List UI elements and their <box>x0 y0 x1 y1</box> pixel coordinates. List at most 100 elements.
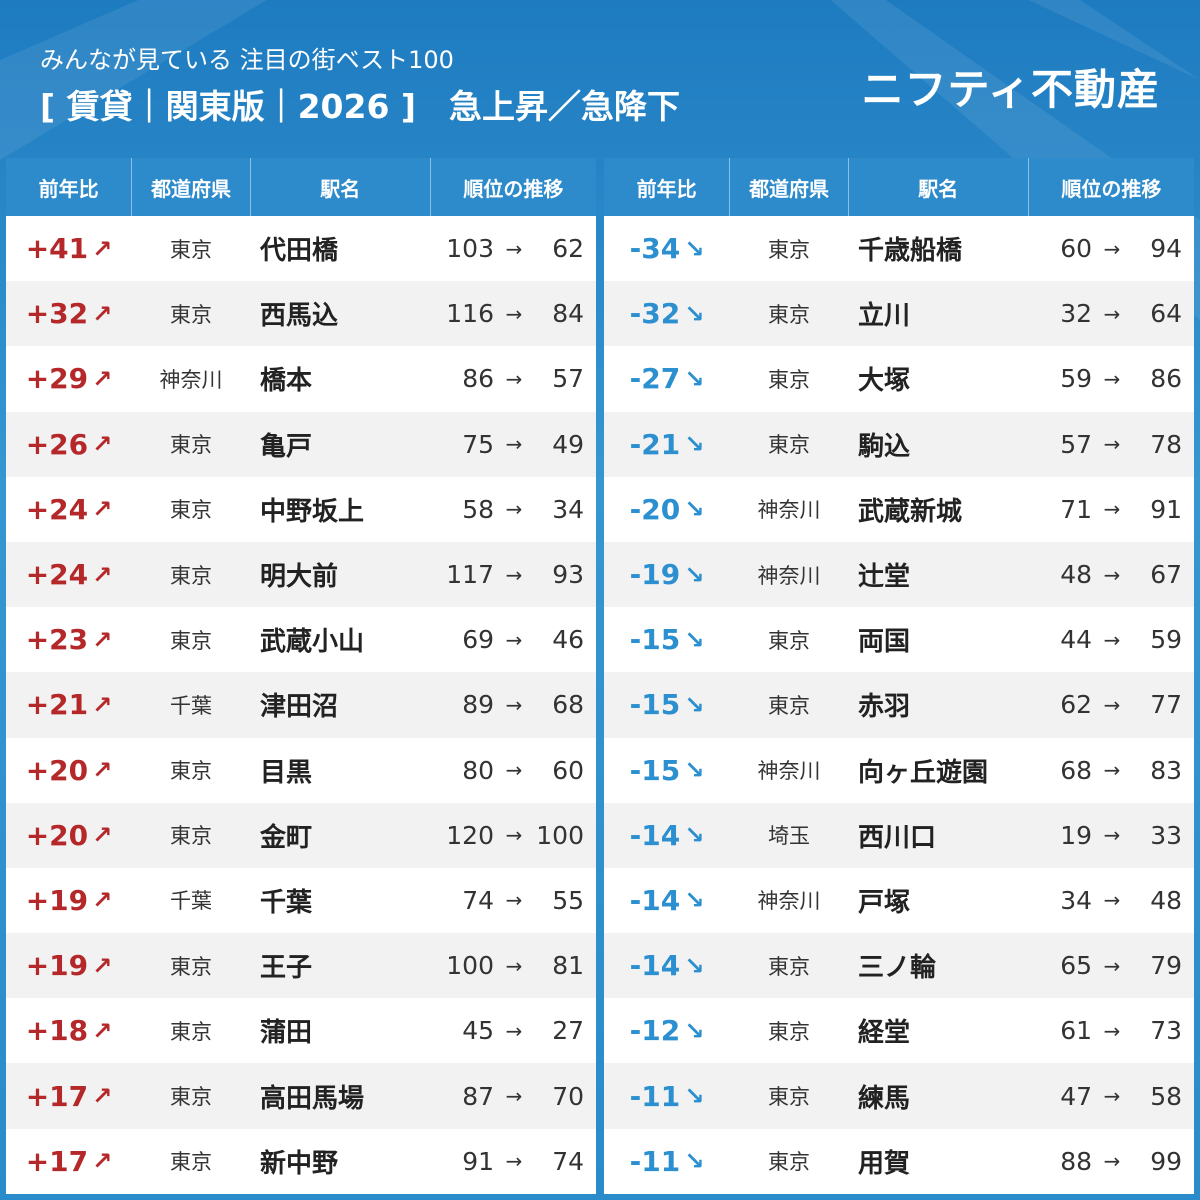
change-value: +41 <box>25 232 89 266</box>
column-header-rank-change: 順位の推移 <box>1061 176 1162 201</box>
change-cell: +19 ↗ <box>6 933 132 998</box>
arrow-right-icon: → <box>1103 627 1121 652</box>
prefecture-cell: 東京 <box>768 954 810 979</box>
change-cell: -11 ↘ <box>604 1063 730 1128</box>
station-name: 新中野 <box>260 1148 339 1179</box>
current-rank: 78 <box>1150 429 1182 459</box>
prefecture-cell: 東京 <box>170 1019 212 1044</box>
arrow-right-icon: → <box>505 1084 523 1109</box>
table-row: -20 ↘ 神奈川 武蔵新城 71 → 91 <box>604 476 1194 542</box>
change-cell: -34 ↘ <box>604 216 730 281</box>
change-cell: +24 ↗ <box>6 477 132 542</box>
change-value: +23 <box>25 623 89 657</box>
arrow-right-icon: → <box>1103 497 1121 522</box>
rank-change-cell: 120 → 100 <box>430 803 596 868</box>
change-cell: -14 ↘ <box>604 803 730 868</box>
change-value: -20 <box>629 492 681 526</box>
arrow-right-icon: → <box>1103 1149 1121 1174</box>
arrow-right-icon: → <box>1103 301 1121 326</box>
prefecture-cell: 東京 <box>170 824 212 849</box>
station-name: 大塚 <box>858 366 911 397</box>
change-value: +19 <box>25 949 89 983</box>
arrow-right-icon: → <box>1103 823 1121 848</box>
station-name: 西馬込 <box>260 301 339 332</box>
current-rank: 94 <box>1150 234 1182 264</box>
prefecture-cell: 千葉 <box>170 889 212 914</box>
prefecture-cell: 東京 <box>170 433 212 458</box>
prefecture-cell: 東京 <box>170 498 212 523</box>
arrow-up-right-icon: ↗ <box>92 560 113 589</box>
current-rank: 74 <box>552 1146 584 1176</box>
station-name: 両国 <box>858 627 911 658</box>
table-row: -21 ↘ 東京 駒込 57 → 78 <box>604 411 1194 477</box>
change-value: +20 <box>25 753 89 787</box>
change-cell: -32 ↘ <box>604 281 730 346</box>
arrow-right-icon: → <box>1103 692 1121 717</box>
arrow-right-icon: → <box>505 236 523 261</box>
previous-rank: 34 <box>1060 885 1092 915</box>
rank-change-cell: 34 → 48 <box>1028 868 1194 933</box>
current-rank: 64 <box>1150 299 1182 329</box>
rank-change-cell: 19 → 33 <box>1028 803 1194 868</box>
arrow-down-right-icon: ↘ <box>684 560 705 589</box>
previous-rank: 120 <box>446 820 494 850</box>
change-value: +17 <box>25 1079 89 1113</box>
change-value: -21 <box>629 427 681 461</box>
station-name: 向ヶ丘遊園 <box>858 757 989 788</box>
change-cell: -15 ↘ <box>604 672 730 737</box>
column-header-prefecture: 都道府県 <box>730 158 849 216</box>
previous-rank: 100 <box>446 951 494 981</box>
page-title: [ 賃貸｜関東版｜2026 ] 急上昇／急降下 <box>40 87 680 126</box>
prefecture-cell: 神奈川 <box>757 563 821 588</box>
arrow-up-right-icon: ↗ <box>92 690 113 719</box>
arrow-right-icon: → <box>505 497 523 522</box>
previous-rank: 87 <box>462 1081 494 1111</box>
change-cell: -14 ↘ <box>604 868 730 933</box>
previous-rank: 75 <box>462 429 494 459</box>
arrow-down-right-icon: ↘ <box>684 364 705 393</box>
prefecture-cell: 東京 <box>768 1085 810 1110</box>
station-name: 経堂 <box>858 1018 911 1049</box>
change-cell: +23 ↗ <box>6 607 132 672</box>
arrow-down-right-icon: ↘ <box>684 756 705 785</box>
table-row: +20 ↗ 東京 金町 120 → 100 <box>6 802 596 868</box>
table-body: -34 ↘ 東京 千歳船橋 60 → 94 -32 ↘ 東京 立川 32 → 64 -27 ↘ 東京 大塚 59 → 8… <box>604 216 1194 1194</box>
prefecture-cell: 東京 <box>170 1085 212 1110</box>
table-header: 前年比 都道府県 駅名 順位の推移 <box>6 158 596 216</box>
rising-table: 前年比 都道府県 駅名 順位の推移 +41 ↗ 東京 代田橋 103 → 62 +32 ↗ 東京西… <box>6 158 596 1194</box>
change-value: -11 <box>629 1144 681 1178</box>
arrow-right-icon: → <box>1103 888 1121 913</box>
current-rank: 91 <box>1150 494 1182 524</box>
rank-change-cell: 71 → 91 <box>1028 477 1194 542</box>
arrow-right-icon: → <box>505 1018 523 1043</box>
table-row: +23 ↗ 東京 武蔵小山 69 → 46 <box>6 607 596 673</box>
rank-change-cell: 62 → 77 <box>1028 672 1194 737</box>
table-row: +26 ↗ 東京 亀戸 75 → 49 <box>6 411 596 477</box>
arrow-down-right-icon: ↘ <box>684 234 705 263</box>
rank-change-cell: 86 → 57 <box>430 346 596 411</box>
arrow-up-right-icon: ↗ <box>92 886 113 915</box>
rank-change-cell: 91 → 74 <box>430 1129 596 1194</box>
rank-change-cell: 117 → 93 <box>430 542 596 607</box>
change-cell: +17 ↗ <box>6 1129 132 1194</box>
change-cell: -15 ↘ <box>604 738 730 803</box>
change-value: -19 <box>629 558 681 592</box>
change-cell: -20 ↘ <box>604 477 730 542</box>
table-row: +41 ↗ 東京 代田橋 103 → 62 <box>6 216 596 282</box>
current-rank: 59 <box>1150 625 1182 655</box>
table-row: -14 ↘ 埼玉 西川口 19 → 33 <box>604 802 1194 868</box>
arrow-down-right-icon: ↘ <box>684 495 705 524</box>
previous-rank: 65 <box>1060 951 1092 981</box>
arrow-up-right-icon: ↗ <box>92 951 113 980</box>
arrow-right-icon: → <box>1103 366 1121 391</box>
arrow-down-right-icon: ↘ <box>684 821 705 850</box>
previous-rank: 45 <box>462 1016 494 1046</box>
prefecture-cell: 神奈川 <box>757 759 821 784</box>
column-header-station: 駅名 <box>251 158 431 216</box>
change-value: +18 <box>25 1014 89 1048</box>
change-value: -27 <box>629 362 681 396</box>
arrow-up-right-icon: ↗ <box>92 821 113 850</box>
station-name: 蒲田 <box>260 1018 313 1049</box>
current-rank: 84 <box>552 299 584 329</box>
arrow-right-icon: → <box>1103 432 1121 457</box>
